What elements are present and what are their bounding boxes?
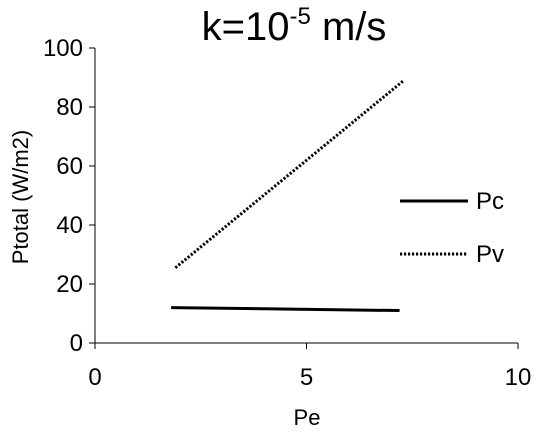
x-tick-label: 10 bbox=[505, 364, 532, 391]
y-axis-label: Ptotal (W/m2) bbox=[8, 130, 33, 264]
chart-title: k=10-5 m/s bbox=[202, 3, 387, 49]
series-line-pv bbox=[174, 79, 405, 269]
chart-title-suffix: m/s bbox=[311, 5, 387, 49]
x-axis-label: Pe bbox=[294, 405, 321, 430]
x-tick-label: 5 bbox=[300, 364, 313, 391]
chart-title-superscript: -5 bbox=[289, 3, 310, 30]
axes bbox=[94, 48, 518, 344]
svg-text:k=10-5 m/s: k=10-5 m/s bbox=[202, 3, 387, 49]
ticks: 0 20 40 60 80 100 0 5 10 bbox=[43, 35, 531, 391]
y-tick-label: 80 bbox=[56, 94, 83, 121]
legend-label-pv: Pv bbox=[476, 241, 504, 268]
legend: Pc Pv bbox=[400, 188, 504, 268]
y-tick-label: 60 bbox=[56, 153, 83, 180]
x-tick-label: 0 bbox=[88, 364, 101, 391]
y-tick-label: 40 bbox=[56, 212, 83, 239]
y-tick-label: 20 bbox=[56, 271, 83, 298]
chart-title-prefix: k=10 bbox=[202, 5, 290, 49]
y-tick-label: 100 bbox=[43, 35, 83, 62]
series-line-pc bbox=[171, 306, 400, 313]
y-tick-label: 0 bbox=[70, 330, 83, 357]
series bbox=[171, 79, 405, 313]
legend-label-pc: Pc bbox=[476, 188, 504, 215]
